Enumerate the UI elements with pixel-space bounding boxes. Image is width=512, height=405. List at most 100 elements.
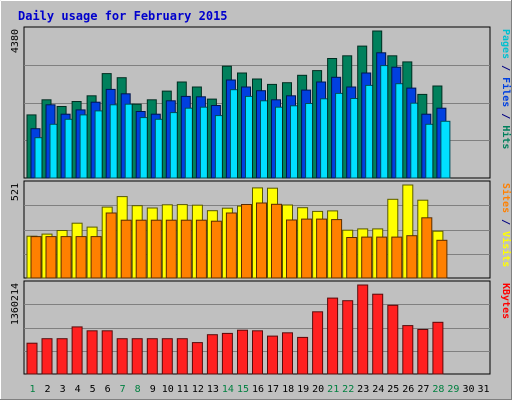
panel-kbytes-max-label: 1360214 bbox=[10, 283, 21, 325]
day-label-3: 3 bbox=[60, 384, 66, 395]
panel-visits-axis-label: Sites / Visits bbox=[500, 183, 512, 267]
day-label-18: 18 bbox=[282, 384, 294, 395]
day-label-23: 23 bbox=[357, 384, 369, 395]
day-label-19: 19 bbox=[297, 384, 309, 395]
bar-kbytes-day-2 bbox=[41, 338, 53, 375]
bar-kbytes-day-28 bbox=[432, 321, 444, 375]
bar-sites-day-10 bbox=[165, 219, 177, 279]
bar-kbytes-day-15 bbox=[237, 329, 248, 375]
bar-sites-day-21 bbox=[331, 219, 343, 279]
bar-kbytes-day-3 bbox=[56, 338, 68, 375]
panel-visits-axis-label-part: Visits bbox=[500, 231, 512, 267]
bar-sites-day-6 bbox=[105, 212, 117, 279]
bar-kbytes-day-26 bbox=[402, 325, 414, 375]
bar-sites-day-22 bbox=[346, 237, 358, 279]
day-label-13: 13 bbox=[207, 384, 219, 395]
bar-sites-day-12 bbox=[195, 219, 207, 279]
day-label-5: 5 bbox=[90, 384, 96, 395]
day-label-24: 24 bbox=[372, 384, 384, 395]
bar-kbytes-day-25 bbox=[387, 304, 399, 375]
bar-kbytes-day-6 bbox=[101, 330, 113, 375]
day-label-27: 27 bbox=[417, 384, 429, 395]
bar-sites-day-11 bbox=[180, 219, 192, 279]
bar-kbytes-day-1 bbox=[26, 342, 38, 375]
day-label-15: 15 bbox=[237, 384, 249, 395]
bar-kbytes-day-18 bbox=[282, 332, 293, 375]
day-label-10: 10 bbox=[162, 384, 174, 395]
bar-kbytes-day-11 bbox=[176, 338, 188, 375]
panel-hits-axis-label-part: Pages bbox=[500, 29, 511, 59]
day-label-22: 22 bbox=[342, 384, 354, 395]
x-axis-day-labels: 1 2 3 4 5 6 7 8 9 10 11 12 13 14 15 16 17 18 19 20 21 22 23 24 2… bbox=[29, 384, 489, 395]
bar-sites-day-5 bbox=[90, 236, 102, 279]
panel-kbytes-axis-label: KBytes bbox=[500, 283, 511, 319]
day-label-20: 20 bbox=[312, 384, 324, 395]
bar-sites-day-8 bbox=[135, 219, 147, 279]
bar-sites-day-25 bbox=[391, 236, 403, 279]
day-label-9: 9 bbox=[150, 384, 156, 395]
bar-kbytes-day-14 bbox=[221, 332, 233, 375]
bar-sites-day-20 bbox=[316, 218, 328, 279]
bar-pages-day-28 bbox=[440, 120, 451, 179]
panel-visits-max-label: 521 bbox=[10, 183, 21, 201]
bar-kbytes-day-19 bbox=[297, 336, 309, 375]
panel-hits: 4380 Pages / Files / Hits bbox=[10, 26, 512, 179]
bar-sites-day-19 bbox=[301, 218, 313, 279]
day-label-12: 12 bbox=[192, 384, 204, 395]
bar-sites-day-7 bbox=[120, 219, 132, 279]
panel-hits-max-label: 4380 bbox=[10, 29, 21, 53]
panel-hits-axis-label-part: Files bbox=[500, 77, 512, 107]
panel-kbytes-axis-label-part: KBytes bbox=[500, 283, 511, 319]
day-label-7: 7 bbox=[120, 384, 126, 395]
bar-kbytes-day-17 bbox=[267, 335, 278, 375]
bar-sites-day-3 bbox=[60, 236, 72, 279]
bar-kbytes-day-9 bbox=[146, 338, 158, 375]
bar-kbytes-day-23 bbox=[357, 284, 369, 375]
bar-sites-day-27 bbox=[421, 217, 433, 279]
bar-sites-day-1 bbox=[30, 236, 42, 279]
bar-sites-day-17 bbox=[271, 203, 282, 279]
bar-sites-day-18 bbox=[286, 219, 297, 279]
panel-visits: 521 Sites / Visits bbox=[10, 180, 512, 279]
panel-hits-axis-label-part: / bbox=[500, 59, 511, 77]
bar-kbytes-day-13 bbox=[206, 334, 218, 375]
bar-sites-day-13 bbox=[210, 220, 222, 279]
panel-hits-axis-label-part: Hits bbox=[500, 125, 512, 149]
bar-sites-day-9 bbox=[150, 219, 162, 279]
bar-kbytes-day-21 bbox=[327, 297, 339, 375]
day-label-29: 29 bbox=[447, 384, 459, 395]
bar-sites-day-26 bbox=[406, 235, 418, 279]
bar-sites-day-23 bbox=[361, 236, 373, 279]
panel-hits-axis-label: Pages / Files / Hits bbox=[500, 29, 512, 149]
bar-kbytes-day-27 bbox=[417, 329, 429, 375]
bar-kbytes-day-24 bbox=[372, 293, 384, 375]
day-label-6: 6 bbox=[105, 384, 111, 395]
bar-sites-day-16 bbox=[256, 202, 267, 279]
day-label-30: 30 bbox=[462, 384, 474, 395]
bar-kbytes-day-20 bbox=[312, 311, 324, 375]
panel-hits-axis-label-part: / bbox=[500, 107, 511, 125]
bar-sites-day-14 bbox=[225, 212, 237, 279]
day-label-1: 1 bbox=[29, 384, 35, 395]
bar-kbytes-day-22 bbox=[342, 300, 354, 375]
day-label-8: 8 bbox=[135, 384, 141, 395]
bar-sites-day-28 bbox=[436, 239, 448, 279]
bar-kbytes-day-8 bbox=[131, 338, 143, 375]
bar-kbytes-day-4 bbox=[71, 326, 83, 375]
day-label-16: 16 bbox=[252, 384, 264, 395]
bar-kbytes-day-7 bbox=[116, 338, 128, 375]
bar-kbytes-day-10 bbox=[161, 338, 173, 375]
panel-kbytes: 1360214 KBytes bbox=[10, 280, 511, 375]
day-label-21: 21 bbox=[327, 384, 339, 395]
bar-sites-day-2 bbox=[45, 236, 57, 279]
bar-kbytes-day-16 bbox=[252, 330, 263, 375]
chart-title: Daily usage for February 2015 bbox=[18, 9, 228, 23]
chart-panels: 4380 Pages / Files / Hits 521 Sites / Visit… bbox=[10, 26, 512, 375]
day-label-31: 31 bbox=[477, 384, 489, 395]
day-label-14: 14 bbox=[222, 384, 234, 395]
day-label-17: 17 bbox=[267, 384, 279, 395]
bar-sites-day-4 bbox=[75, 236, 87, 279]
bar-sites-day-24 bbox=[376, 236, 388, 279]
